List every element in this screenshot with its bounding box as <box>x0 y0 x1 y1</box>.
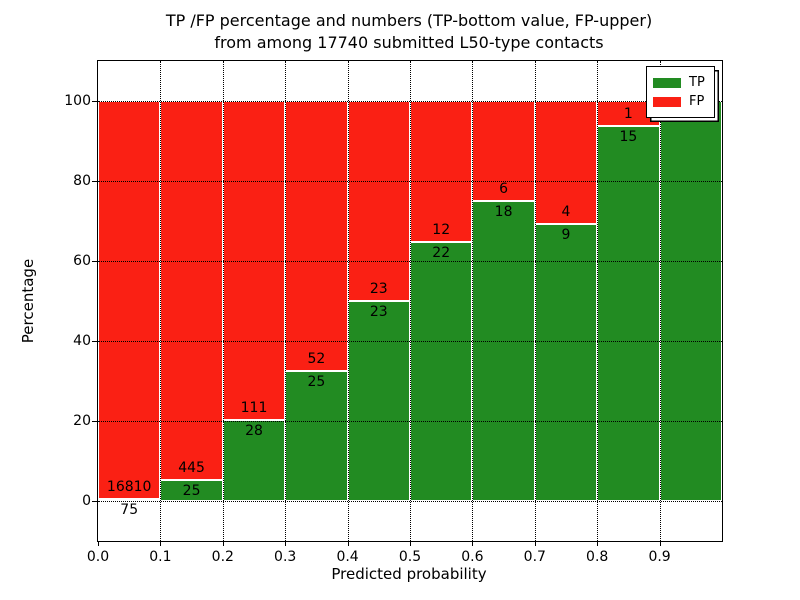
tp-swatch-icon <box>653 77 681 88</box>
x-tick-0.4 <box>347 541 349 546</box>
y-tick-label-60: 60 <box>73 253 91 269</box>
y-tick-20 <box>92 421 97 422</box>
vertical-gridline-0.7 <box>534 61 536 541</box>
horizontal-gridline-60 <box>98 261 722 262</box>
horizontal-gridline-80 <box>98 181 722 182</box>
x-tick-label-0.5: 0.5 <box>398 549 422 565</box>
chart-title-line2: from among 17740 submitted L50-type cont… <box>214 33 604 52</box>
x-tick-0.2 <box>222 541 224 546</box>
fp-count-label-4: 23 <box>369 281 388 297</box>
y-tick-label-0: 0 <box>82 493 91 509</box>
y-tick-80 <box>92 181 97 182</box>
tp-count-label-2: 28 <box>245 423 263 440</box>
fp-count-label-7: 4 <box>561 204 571 221</box>
fp-count-label-5: 12 <box>432 222 451 239</box>
legend-item-fp: FP <box>653 93 708 110</box>
horizontal-gridline-0 <box>98 501 722 502</box>
x-tick-label-0.0: 0.0 <box>86 549 110 565</box>
tp-count-label-1: 25 <box>182 482 201 499</box>
horizontal-gridline-100 <box>98 101 722 102</box>
y-tick-40 <box>92 341 97 342</box>
vertical-gridline-0.3 <box>285 61 287 541</box>
x-tick-label-0.9: 0.9 <box>648 549 671 565</box>
bar-segment-tp-8 <box>597 126 660 501</box>
y-tick-60 <box>92 261 97 262</box>
bar-segment-fp-2 <box>222 101 286 421</box>
fp-swatch-icon <box>653 96 681 107</box>
fp-count-label-2: 111 <box>240 400 268 417</box>
y-tick-label-100: 100 <box>64 93 91 109</box>
x-tick-label-0.4: 0.4 <box>336 549 359 565</box>
bar-segment-tp-6 <box>472 201 535 501</box>
x-tick-0.1 <box>160 541 162 546</box>
fp-count-label-8: 1 <box>623 106 633 122</box>
chart-title-line1: TP /FP percentage and numbers (TP-bottom… <box>165 11 653 30</box>
tp-count-label-6: 18 <box>494 204 513 220</box>
bar-segment-tp-2 <box>222 420 286 501</box>
bar-segment-tp-4 <box>347 301 410 501</box>
fp-count-label-1: 445 <box>178 459 205 476</box>
x-tick-label-0.6: 0.6 <box>461 549 484 565</box>
vertical-gridline-0.2 <box>222 61 224 541</box>
vertical-gridline-0.6 <box>472 61 474 541</box>
x-tick-0.0 <box>98 541 99 546</box>
legend-item-tp: TP <box>653 74 708 91</box>
y-tick-100 <box>92 101 97 102</box>
bar-segment-fp-5 <box>410 101 473 243</box>
bar-segment-fp-3 <box>285 101 348 372</box>
fp-count-label-3: 52 <box>307 351 326 368</box>
vertical-gridline-0.5 <box>410 61 411 541</box>
x-tick-0.6 <box>472 541 474 546</box>
tp-count-label-0: 75 <box>120 502 139 519</box>
legend-label-fp: FP <box>689 94 705 109</box>
y-axis-label: Percentage <box>19 258 37 344</box>
bar-segment-tp-5 <box>410 242 473 501</box>
tp-count-label-8: 15 <box>619 129 638 145</box>
vertical-gridline-0.8 <box>597 61 599 541</box>
y-tick-0 <box>92 501 97 502</box>
y-tick-label-20: 20 <box>73 413 91 429</box>
tp-count-label-7: 9 <box>561 227 571 244</box>
x-tick-0.8 <box>597 541 599 546</box>
bar-segment-fp-1 <box>160 101 223 480</box>
legend: TP FP <box>646 66 715 118</box>
tp-count-label-3: 25 <box>307 374 326 391</box>
x-tick-label-0.1: 0.1 <box>149 549 172 565</box>
bar-segment-tp-9 <box>659 101 722 501</box>
vertical-gridline-0.1 <box>160 61 162 541</box>
bar-segment-fp-4 <box>347 101 410 301</box>
x-tick-label-0.3: 0.3 <box>274 549 297 565</box>
fp-count-label-0: 16810 <box>106 479 152 496</box>
horizontal-gridline-20 <box>98 421 722 422</box>
vertical-gridline-0.4 <box>347 61 349 541</box>
x-tick-0.5 <box>410 541 411 546</box>
plot-area: 1681075445251112852252323122261849115360… <box>64 60 723 565</box>
fp-count-label-6: 6 <box>499 181 509 197</box>
bar-segment-tp-7 <box>534 224 598 501</box>
vertical-gridline-0.9 <box>659 61 661 541</box>
x-tick-label-0.7: 0.7 <box>523 549 546 565</box>
tp-count-label-5: 22 <box>432 245 451 262</box>
x-tick-label-0.8: 0.8 <box>586 549 609 565</box>
x-axis-label: Predicted probability <box>331 565 487 583</box>
chart-title: TP /FP percentage and numbers (TP-bottom… <box>97 10 721 54</box>
y-tick-label-40: 40 <box>73 333 91 349</box>
y-tick-label-80: 80 <box>73 173 91 189</box>
x-tick-label-0.2: 0.2 <box>211 549 234 565</box>
x-tick-0.7 <box>534 541 536 546</box>
bar-segment-tp-0 <box>98 499 161 501</box>
legend-label-tp: TP <box>689 75 705 90</box>
horizontal-gridline-40 <box>98 341 722 342</box>
tp-count-label-4: 23 <box>369 304 388 320</box>
x-tick-0.3 <box>285 541 287 546</box>
bar-segment-fp-0 <box>98 101 161 500</box>
x-tick-0.9 <box>659 541 661 546</box>
